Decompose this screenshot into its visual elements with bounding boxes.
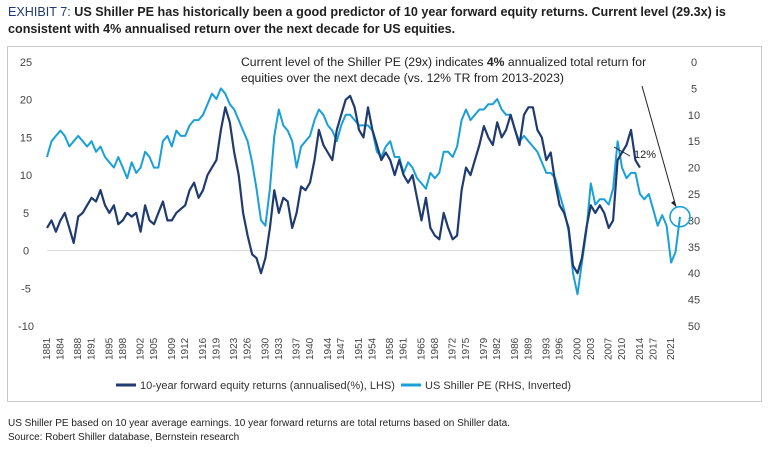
legend-label-rhs: US Shiller PE (RHS, Inverted) [425, 380, 571, 392]
right-tick-label: 40 [688, 268, 700, 280]
x-tick-label: 1968 [430, 337, 441, 360]
right-tick-label: 45 [688, 295, 700, 307]
left-tick-label: 10 [20, 170, 32, 182]
x-tick-label: 1944 [323, 337, 334, 360]
x-tick-label: 1888 [73, 337, 84, 360]
shiller-pe-line [46, 87, 681, 296]
right-tick-label: 5 [691, 83, 697, 95]
x-tick-label: 1923 [229, 337, 240, 360]
annotation-arrow-line [641, 85, 677, 207]
x-tick-label: 1989 [523, 337, 534, 360]
callout-12-label: 12% [634, 149, 656, 161]
x-tick-label: 1902 [136, 337, 147, 360]
x-tick-label: 2014 [635, 337, 646, 360]
x-tick-label: 1905 [149, 337, 160, 360]
x-tick-label: 1965 [416, 337, 427, 360]
x-tick-label: 1940 [305, 337, 316, 360]
x-tick-label: 1909 [167, 337, 178, 360]
x-tick-label: 1947 [336, 337, 347, 360]
footnote: US Shiller PE based on 10 year average e… [8, 418, 510, 429]
left-tick-label: -5 [21, 283, 31, 295]
callout-12-pointer [613, 146, 631, 157]
left-axis-tick-labels: 25 20 15 10 5 0 -5 -10 [18, 57, 34, 333]
x-tick-label: 2010 [617, 337, 628, 360]
x-tick-label: 1898 [118, 337, 129, 360]
x-tick-label: 1937 [292, 337, 303, 360]
x-tick-label: 2021 [666, 337, 677, 360]
x-tick-label: 1954 [367, 337, 378, 360]
x-tick-label: 2003 [586, 337, 597, 360]
x-tick-label: 1884 [55, 337, 66, 360]
x-tick-label: 1916 [198, 337, 209, 360]
exhibit-label: EXHIBIT 7: [8, 5, 71, 19]
left-tick-label: 15 [20, 132, 32, 144]
x-tick-label: 1961 [399, 337, 410, 360]
legend-label-lhs: 10-year forward equity returns (annualis… [140, 380, 395, 392]
right-tick-label: 15 [688, 136, 700, 148]
forward-returns-line [46, 94, 641, 275]
x-tick-label: 1926 [243, 337, 254, 360]
current-level-circle [669, 205, 691, 228]
x-tick-label: 1972 [448, 337, 459, 360]
x-tick-label: 1996 [555, 337, 566, 360]
chart-frame [7, 46, 762, 402]
right-tick-label: 30 [688, 215, 700, 227]
chart-annotation: Current level of the Shiller PE (29x) in… [241, 55, 647, 85]
right-tick-label: 50 [688, 321, 700, 333]
source-note: Source: Robert Shiller database, Bernste… [8, 432, 240, 443]
x-tick-label: 1912 [180, 337, 191, 360]
x-tick-label: 2017 [648, 337, 659, 360]
right-tick-label: 25 [688, 189, 700, 201]
x-tick-label: 2007 [604, 337, 615, 360]
right-tick-label: 35 [688, 242, 700, 254]
x-tick-label: 1891 [87, 337, 98, 360]
left-tick-label: 5 [23, 208, 29, 220]
x-tick-label: 1930 [260, 337, 271, 360]
right-axis-tick-labels: 0 5 10 15 20 25 30 35 40 45 50 [688, 57, 700, 333]
right-tick-label: 20 [688, 163, 700, 175]
left-tick-label: -10 [18, 321, 34, 333]
title-text: US Shiller PE has historically been a go… [8, 5, 726, 36]
left-tick-label: 25 [20, 57, 32, 69]
x-tick-label: 1895 [104, 337, 115, 360]
x-tick-label: 1919 [211, 337, 222, 360]
left-tick-label: 0 [23, 246, 29, 258]
x-tick-label: 1982 [492, 337, 503, 360]
x-tick-label: 1958 [385, 337, 396, 360]
x-axis-tick-labels: 1881 1884 1888 1891 1895 1898 1902 1905 1909 1912… [42, 337, 677, 360]
right-tick-label: 0 [691, 57, 697, 69]
x-tick-label: 1993 [541, 337, 552, 360]
annotation-arrow-head [671, 200, 676, 207]
x-tick-label: 1933 [274, 337, 285, 360]
left-tick-label: 20 [20, 95, 32, 107]
right-tick-label: 10 [688, 110, 700, 122]
x-tick-label: 1975 [461, 337, 472, 360]
x-tick-label: 1979 [479, 337, 490, 360]
x-tick-label: 1951 [354, 337, 365, 360]
x-tick-label: 1881 [42, 337, 53, 360]
x-tick-label: 1986 [510, 337, 521, 360]
chart-title: EXHIBIT 7: US Shiller PE has historicall… [8, 4, 760, 38]
x-tick-label: 2000 [572, 337, 583, 360]
legend: 10-year forward equity returns (annualis… [116, 380, 571, 392]
